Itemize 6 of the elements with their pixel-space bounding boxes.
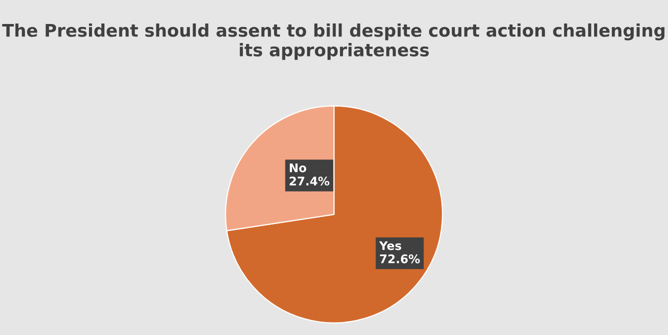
data-label: 27.4% [290,176,330,186]
slice-label: No [290,164,306,172]
chart-title: The President should assent to bill despite court action challenging its appropriateness [2,23,664,60]
data-label: 72.6% [380,254,420,264]
slice-label: Yes [379,241,402,250]
pie-slice [226,105,444,324]
